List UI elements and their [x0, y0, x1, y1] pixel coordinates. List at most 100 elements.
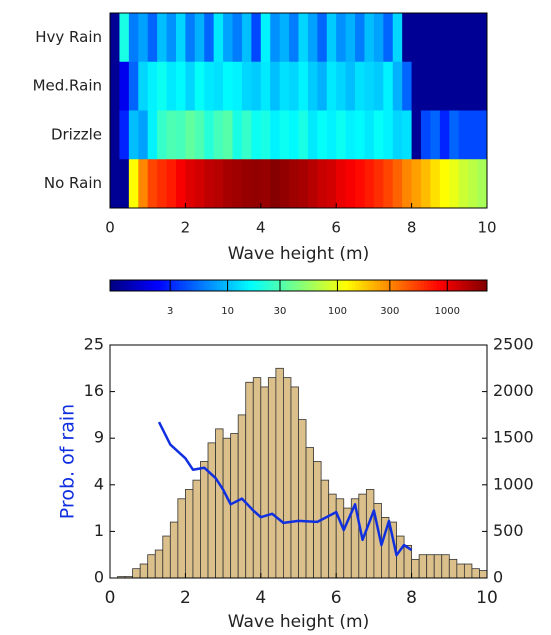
- colorbar-segment: [295, 280, 299, 291]
- colorbar-segment: [380, 280, 384, 291]
- colorbar-segment: [213, 280, 218, 291]
- colorbar-segment: [326, 280, 331, 291]
- heatmap-cell: [204, 61, 215, 111]
- colorbar-segment: [383, 280, 387, 291]
- colorbar-segment: [150, 280, 155, 291]
- heatmap-cell: [279, 159, 290, 209]
- heatmap-cell: [119, 110, 130, 160]
- heatmap-cell: [194, 159, 205, 209]
- heatmap-cell: [449, 110, 460, 160]
- y-tick-label: 25: [84, 335, 104, 354]
- heatmap-cell: [185, 110, 196, 160]
- colorbar-segment: [361, 280, 365, 291]
- heatmap-cell: [110, 61, 120, 111]
- colorbar-segment: [207, 280, 212, 291]
- x-tick-label: 0: [105, 588, 116, 608]
- heatmap-cell: [373, 13, 384, 63]
- heatmap-cell: [251, 13, 262, 63]
- heatmap-cell: [307, 159, 318, 209]
- heatmap-cell: [251, 61, 262, 111]
- colorbar-tick-label: 10: [221, 306, 234, 317]
- heatmap-cell: [138, 159, 149, 209]
- y2-tick-label: 500: [493, 521, 524, 540]
- bar: [184, 489, 194, 579]
- colorbar-tick-label: 300: [380, 306, 399, 317]
- colorbar-segment: [483, 280, 488, 291]
- heatmap-cell: [355, 110, 365, 160]
- x-tick-label: 2: [181, 219, 191, 237]
- heatmap-cell: [175, 61, 186, 111]
- heatmap-cell: [147, 61, 158, 111]
- heatmap-cell: [336, 13, 347, 63]
- heatmap-cell: [336, 61, 347, 111]
- colorbar-segment: [131, 280, 136, 291]
- row-label: Hvy Rain: [35, 28, 102, 46]
- heatmap-cell: [439, 13, 450, 63]
- colorbar-segment: [436, 280, 441, 291]
- heatmap-cell: [421, 159, 431, 209]
- colorbar-tick-label: 30: [274, 306, 287, 317]
- heatmap-cell: [157, 159, 168, 209]
- colorbar-segment: [377, 280, 381, 291]
- heatmap-cell: [373, 159, 384, 209]
- heatmap-cell: [373, 61, 384, 111]
- heatmap-cell: [411, 61, 422, 111]
- colorbar-segment: [223, 280, 227, 291]
- colorbar-segment: [427, 280, 431, 291]
- heatmap-cell: [449, 61, 460, 111]
- colorbar-segment: [157, 280, 161, 291]
- colorbar-segment: [282, 280, 287, 291]
- colorbar-segment: [166, 280, 171, 291]
- bar: [147, 554, 156, 579]
- colorbar-segment: [408, 280, 413, 291]
- colorbar-segment: [449, 280, 453, 291]
- heatmap-cell: [260, 61, 271, 111]
- bar: [463, 563, 473, 579]
- x-tick-label: 8: [407, 219, 417, 237]
- colorbar-segment: [298, 280, 303, 291]
- colorbar-segment: [424, 280, 428, 291]
- colorbar-segment: [474, 280, 479, 291]
- colorbar-segment: [251, 280, 256, 291]
- heatmap-cell: [430, 61, 441, 111]
- colorbar-tick-label: 100: [328, 306, 347, 317]
- colorbar-segment: [373, 280, 378, 291]
- heatmap-cell: [223, 159, 234, 209]
- colorbar-segment: [339, 280, 343, 291]
- heatmap-cell: [223, 110, 234, 160]
- colorbar-segment: [477, 280, 482, 291]
- heatmap-cell: [336, 110, 347, 160]
- colorbar-segment: [414, 280, 419, 291]
- colorbar-segment: [238, 280, 243, 291]
- colorbar-segment: [345, 280, 350, 291]
- heatmap-cell: [430, 110, 441, 160]
- heatmap-cell: [430, 13, 441, 63]
- heatmap-cell: [270, 110, 281, 160]
- colorbar-segment: [175, 280, 180, 291]
- bar: [328, 493, 337, 579]
- bar: [298, 419, 307, 579]
- heatmap-cell: [392, 159, 403, 209]
- colorbar-segment: [210, 280, 215, 291]
- colorbar-segment: [201, 280, 205, 291]
- heatmap-cell: [345, 61, 356, 111]
- heatmap-cell: [364, 13, 375, 63]
- colorbar-segment: [122, 280, 127, 291]
- colorbar-segment: [411, 280, 416, 291]
- heatmap-cell: [213, 61, 224, 111]
- colorbar-segment: [270, 280, 274, 291]
- bar: [132, 568, 141, 579]
- heatmap-cell: [458, 110, 469, 160]
- colorbar-segment: [358, 280, 362, 291]
- colorbar-tick-label: 1000: [435, 306, 460, 317]
- bar: [290, 386, 299, 579]
- heatmap-cell: [166, 159, 177, 209]
- colorbar-segment: [153, 280, 158, 291]
- heatmap-cell: [477, 13, 488, 63]
- heatmap-cell: [317, 61, 328, 111]
- heatmap-cell: [402, 61, 413, 111]
- y2-tick-label: 2500: [493, 335, 534, 354]
- colorbar-segment: [160, 280, 164, 291]
- colorbar-segment: [364, 280, 369, 291]
- colorbar-segment: [342, 280, 347, 291]
